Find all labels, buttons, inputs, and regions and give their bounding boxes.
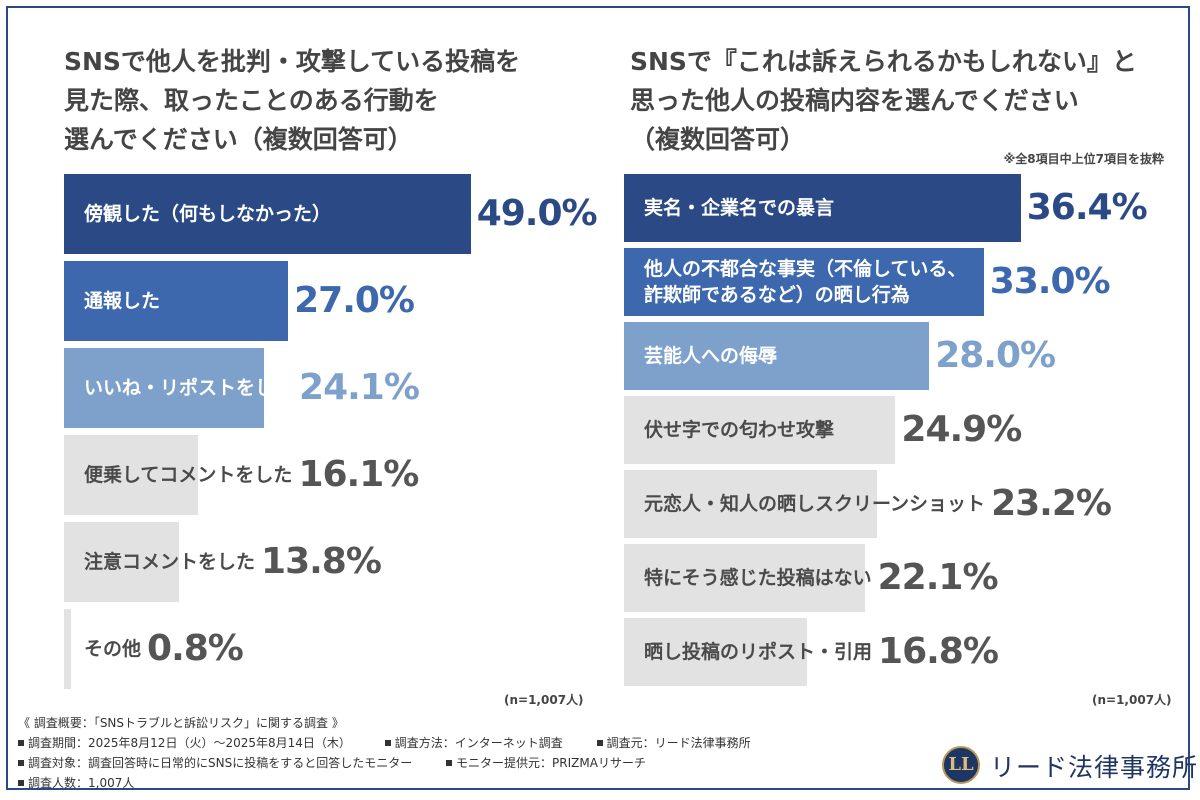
left-title-line-3: 選んでください（複数回答可） (64, 125, 413, 154)
bar-1 (64, 174, 471, 254)
bar-value-7: 16.8% (878, 631, 999, 672)
bar-label-4: 便乗してコメントをした (84, 464, 293, 486)
bar-value-6: 22.1% (877, 557, 999, 598)
bullet-square-icon (446, 760, 453, 766)
right-title-line-3: （複数回答可） (630, 125, 806, 154)
law-firm-emblem-icon: LL (942, 746, 980, 784)
right-chart-note: ※全8項目中上位7項目を抜粋 (1003, 152, 1164, 166)
bar-label-2: 他人の不都合な事実（不倫している、 詐欺師であるなど）の晒し行為 (644, 258, 967, 306)
right-title-line-1: SNSで『これは訴えられるかもしれない』と (630, 47, 1137, 76)
bar-value-6: 0.8% (147, 628, 244, 669)
bar-label-6: その他 (84, 638, 142, 660)
bar-2 (624, 248, 984, 316)
survey-row-3: 調査人数：1,007人 (18, 773, 918, 793)
bar-label-4: 伏せ字での匂わせ攻撃 (644, 419, 835, 441)
bar-label-3: いいね・リポストをした (84, 377, 294, 399)
bar-2 (64, 261, 289, 341)
infographic-frame: SNSで他人を批判・攻撃している投稿を 見た際、取ったことのある行動を 選んでく… (6, 6, 1197, 793)
bar-6 (64, 609, 71, 689)
bar-value-3: 24.1% (299, 367, 420, 408)
left-bar-area: 傍観した（何もしなかった） 49.0% 通報した 27.0% いいね・リポストをした 24… (64, 8, 624, 708)
bar-value-2: 33.0% (989, 261, 1111, 302)
bar-3 (624, 322, 930, 390)
bullet-square-icon (18, 760, 24, 766)
bar-1 (624, 174, 1021, 242)
bar-label-1: 傍観した（何もしなかった） (84, 203, 332, 225)
bar-7 (624, 618, 808, 686)
bullet-square-icon (18, 740, 24, 746)
survey-row-1: 調査期間：2025年8月12日（火）〜2025年8月14日（木） 調査方法：イン… (18, 733, 918, 753)
bar-value-1: 36.4% (1026, 187, 1148, 228)
bar-label-5: 注意コメントをした (84, 551, 256, 573)
bar-label-2: 通報した (84, 290, 161, 312)
right-title-line-2: 思った他人の投稿内容を選んでください (630, 86, 1079, 115)
bar-label-3: 芸能人への侮辱 (644, 345, 778, 367)
left-title-line-2: 見た際、取ったことのある行動を (64, 86, 439, 115)
bullet-square-icon (18, 780, 24, 786)
survey-period: 調査期間：2025年8月12日（火）〜2025年8月14日（木） (28, 736, 351, 750)
bar-4 (624, 396, 896, 464)
law-firm-logo: LL リード法律事務所 (942, 744, 1197, 788)
bar-label-1: 実名・企業名での暴言 (644, 197, 835, 219)
bar-value-4: 16.1% (298, 454, 419, 495)
left-chart-title: SNSで他人を批判・攻撃している投稿を 見た際、取ったことのある行動を 選んでく… (64, 42, 520, 159)
survey-footer: 《 調査概要：「SNSトラブルと訴訟リスク」に関する調査 》 調査期間：2025… (18, 713, 918, 793)
bar-6 (624, 544, 865, 612)
bar-3 (64, 348, 265, 428)
right-chart-title: SNSで『これは訴えられるかもしれない』と 思った他人の投稿内容を選んでください… (630, 42, 1137, 159)
left-title-line-1: SNSで他人を批判・攻撃している投稿を (64, 47, 521, 76)
bar-value-5: 13.8% (261, 541, 382, 582)
survey-target: 調査対象：調査回答時に日常的にSNSに投稿をすると回答したモニター (28, 756, 413, 770)
survey-heading: 《 調査概要：「SNSトラブルと訴訟リスク」に関する調査 》 (18, 716, 344, 730)
bar-5 (64, 522, 179, 602)
survey-method: 調査方法：インターネット調査 (394, 736, 563, 750)
survey-count: 調査人数：1,007人 (28, 776, 135, 790)
bullet-square-icon (384, 740, 391, 746)
survey-source: 調査元：リード法律事務所 (606, 736, 751, 750)
bar-label-6: 特にそう感じた投稿はない (644, 567, 872, 589)
bar-value-5: 23.2% (991, 483, 1112, 524)
bar-5 (624, 470, 877, 538)
bar-value-3: 28.0% (935, 335, 1056, 376)
right-sample-size: (n=1,007人) (1092, 693, 1172, 707)
bar-label-7: 晒し投稿のリポスト・引用 (644, 641, 873, 663)
bar-4 (64, 435, 198, 515)
right-bar-area: 実名・企業名での暴言 36.4% 他人の不都合な事実（不倫している、 詐欺師であるな… (624, 8, 1184, 708)
survey-row-2: 調査対象：調査回答時に日常的にSNSに投稿をすると回答したモニター モニター提供… (18, 753, 918, 773)
bar-value-2: 27.0% (294, 280, 415, 321)
survey-provider: モニター提供元：PRIZMAリサーチ (456, 756, 646, 770)
bar-label-5: 元恋人・知人の晒しスクリーンショット (644, 493, 986, 515)
law-firm-name: リード法律事務所 (990, 753, 1199, 782)
bar-value-1: 49.0% (476, 193, 598, 234)
bullet-square-icon (596, 740, 603, 746)
left-sample-size: (n=1,007人) (504, 693, 584, 707)
bar-value-4: 24.9% (901, 409, 1022, 450)
